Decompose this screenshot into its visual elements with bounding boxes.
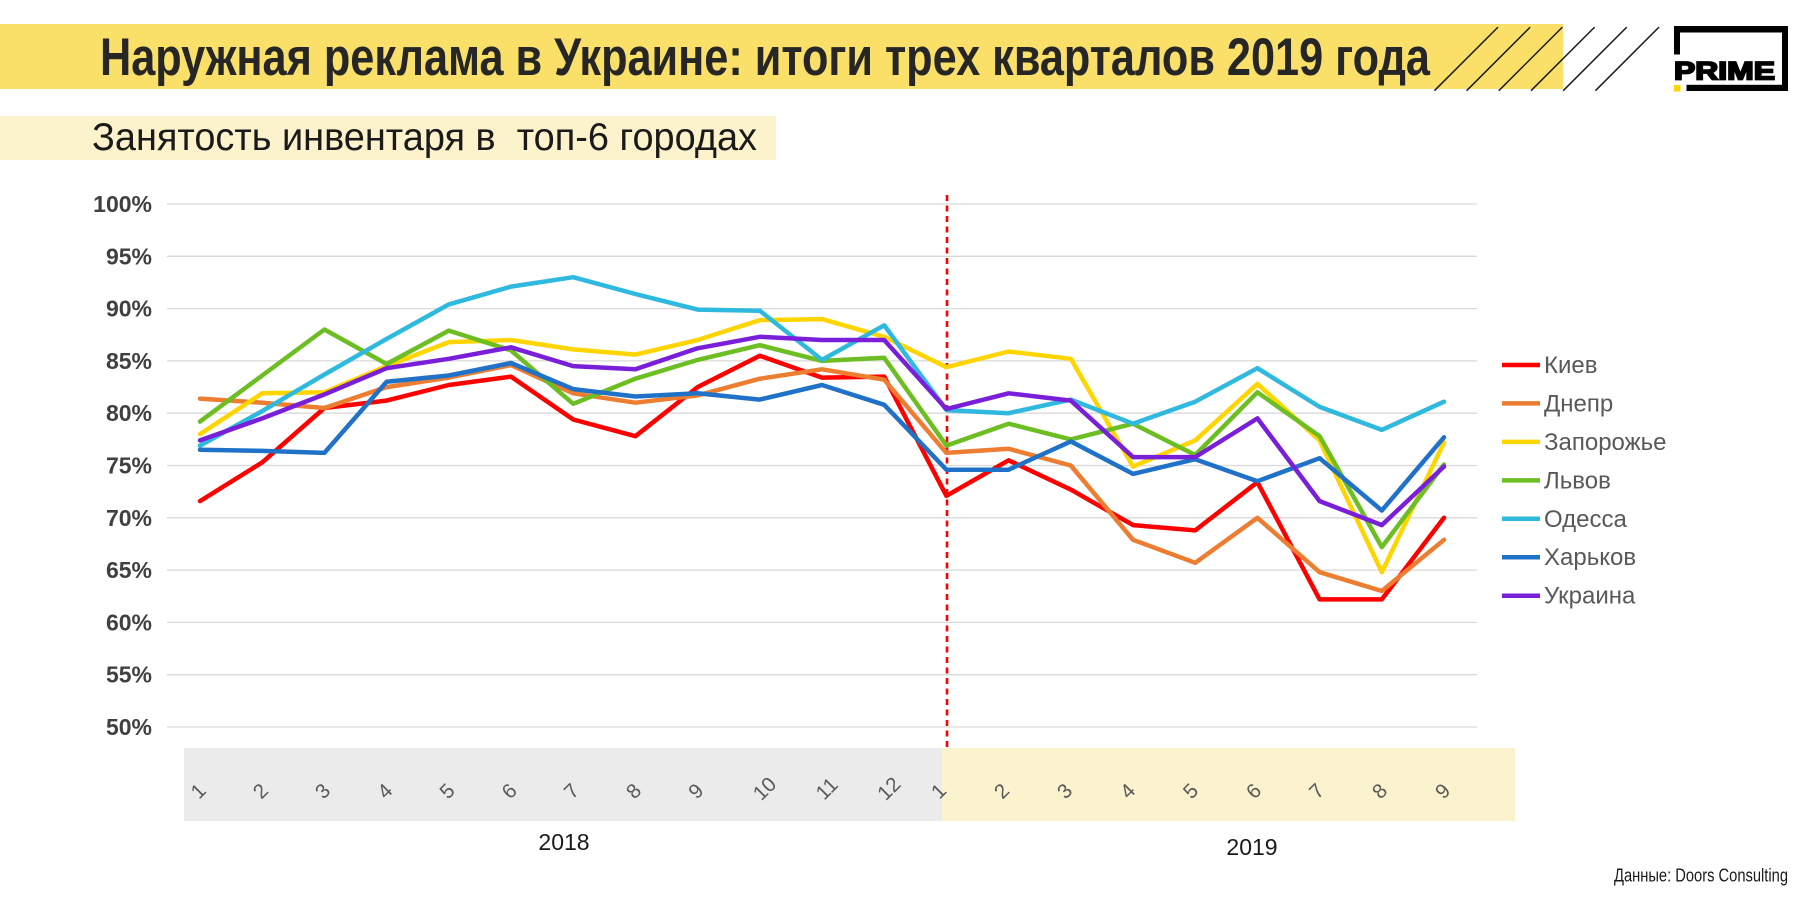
svg-text:Занятость инвентаря в топ-6 г: Занятость инвентаря в топ-6 городах (92, 116, 757, 159)
svg-text:80%: 80% (106, 400, 152, 426)
svg-text:Украина: Украина (1544, 583, 1636, 610)
svg-text:70%: 70% (106, 505, 152, 531)
svg-text:2019: 2019 (1226, 834, 1277, 860)
svg-text:90%: 90% (106, 296, 152, 322)
svg-text:PRIME: PRIME (1674, 58, 1775, 86)
svg-text:Данные: Doors Consulting: Данные: Doors Consulting (1614, 866, 1788, 886)
svg-text:Днепр: Днепр (1544, 390, 1613, 417)
svg-text:95%: 95% (106, 243, 152, 269)
svg-text:Одесса: Одесса (1544, 506, 1627, 533)
svg-text:85%: 85% (106, 348, 152, 374)
svg-text:Наружная реклама в Украине: ит: Наружная реклама в Украине: итоги трех к… (100, 28, 1430, 87)
svg-text:50%: 50% (106, 714, 152, 740)
svg-text:Львов: Львов (1544, 467, 1611, 494)
svg-text:Киев: Киев (1544, 352, 1597, 379)
svg-text:75%: 75% (106, 453, 152, 479)
svg-text:2018: 2018 (538, 829, 589, 855)
svg-text:Харьков: Харьков (1544, 544, 1636, 571)
svg-text:60%: 60% (106, 609, 152, 635)
svg-text:100%: 100% (93, 191, 152, 217)
svg-text:Запорожье: Запорожье (1544, 429, 1667, 456)
svg-text:55%: 55% (106, 662, 152, 688)
svg-text:65%: 65% (106, 557, 152, 583)
